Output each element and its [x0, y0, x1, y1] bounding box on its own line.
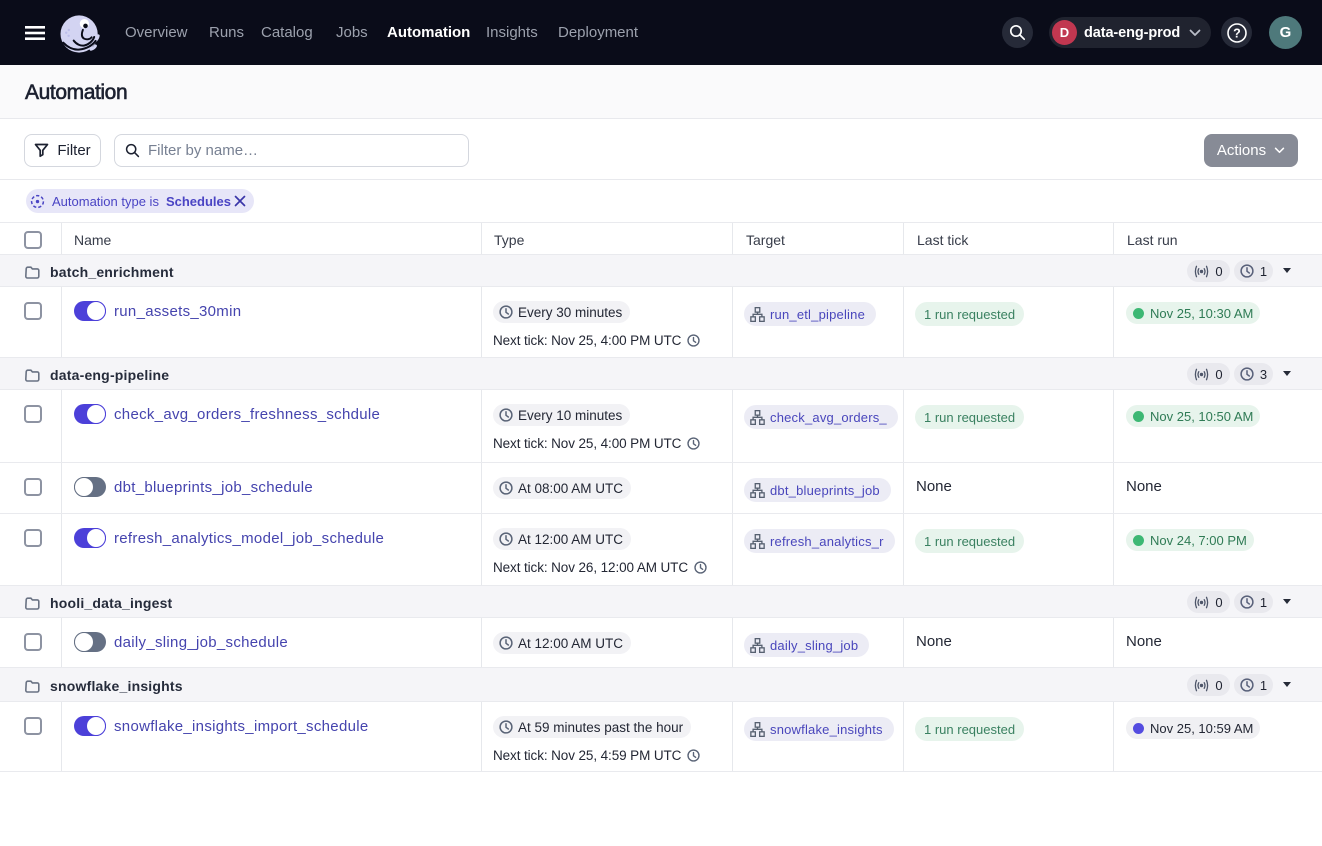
- svg-text:?: ?: [1233, 26, 1241, 40]
